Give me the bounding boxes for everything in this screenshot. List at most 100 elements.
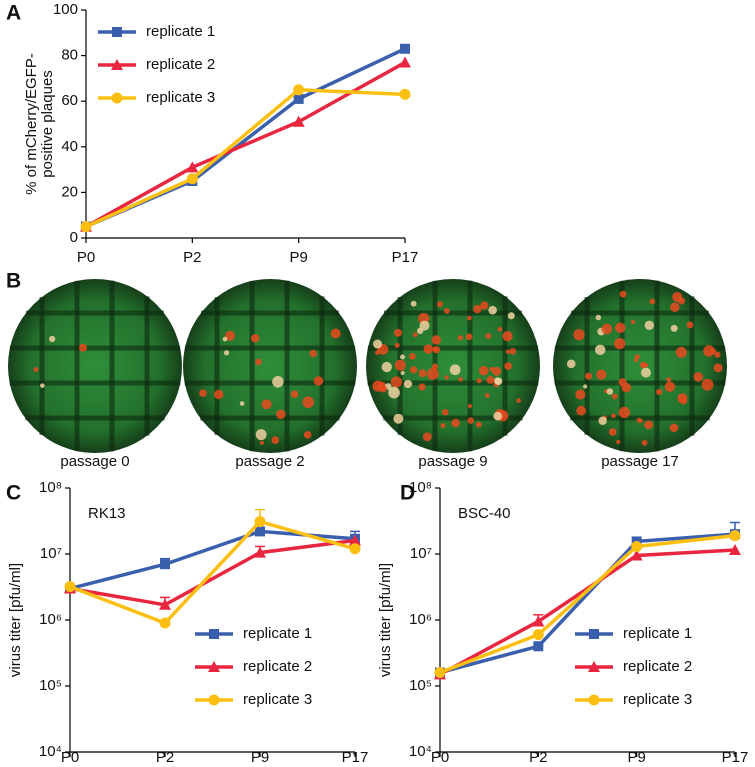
- plaque: [670, 324, 678, 332]
- y-axis-label: % of mCherry/EGFP-: [23, 53, 40, 195]
- plate-image: [8, 279, 182, 453]
- marker: [186, 173, 198, 185]
- image-caption: passage 9: [418, 453, 487, 470]
- legend-label: replicate 1: [623, 625, 692, 642]
- plate-image: [553, 279, 727, 453]
- plaque: [644, 420, 654, 430]
- x-tick-label: P2: [529, 749, 547, 766]
- plaque: [412, 332, 418, 338]
- series-line: [85, 60, 406, 229]
- plaque: [410, 300, 417, 307]
- y-tick-label: 80: [61, 47, 78, 64]
- y-tick-label: 60: [61, 92, 78, 109]
- plaque: [410, 366, 418, 374]
- series-line: [439, 532, 736, 675]
- plaque: [664, 381, 676, 392]
- marker: [400, 43, 410, 54]
- plaque: [199, 389, 207, 397]
- plaque: [309, 349, 318, 358]
- plaque: [616, 439, 621, 444]
- x-tick-label: P9: [289, 249, 307, 266]
- y-axis-label: virus titer [pfu/ml]: [7, 563, 24, 677]
- legend-label: replicate 2: [623, 658, 692, 675]
- plaque: [576, 405, 587, 416]
- plaque: [465, 333, 473, 341]
- legend-marker: [208, 694, 220, 706]
- legend-marker: [209, 629, 219, 639]
- plaque: [431, 335, 441, 345]
- plaque: [614, 337, 626, 350]
- marker: [293, 93, 304, 104]
- plaque: [222, 336, 228, 342]
- y-tick-label: 10⁴: [409, 743, 432, 760]
- plaque: [643, 362, 649, 368]
- plaque: [656, 388, 663, 396]
- x-tick-label: P2: [183, 249, 201, 266]
- plaque: [502, 330, 513, 342]
- marker: [532, 629, 544, 641]
- legend-marker: [111, 92, 123, 104]
- plaque: [330, 328, 341, 339]
- plaque: [436, 301, 444, 308]
- marker: [532, 615, 545, 627]
- y-tick-label: 0: [70, 229, 78, 246]
- marker: [292, 115, 305, 127]
- y-axis-label: virus titer [pfu/ml]: [377, 563, 394, 677]
- legend-label: replicate 3: [146, 89, 215, 106]
- plaque: [505, 349, 510, 354]
- plaque: [480, 301, 489, 310]
- x-tick-label: P17: [392, 249, 419, 266]
- plaque: [303, 431, 312, 439]
- plaque: [432, 346, 438, 352]
- plaque: [400, 354, 405, 360]
- image-caption: passage 2: [235, 453, 304, 470]
- plaque: [675, 346, 687, 358]
- plaque: [49, 335, 56, 343]
- plaque: [467, 315, 472, 321]
- plaque: [239, 401, 245, 406]
- plaque: [677, 297, 686, 305]
- plaque: [608, 428, 617, 436]
- marker: [729, 543, 741, 555]
- legend-marker: [588, 694, 600, 706]
- plaque: [33, 367, 39, 373]
- marker: [729, 530, 741, 542]
- plaque: [255, 358, 262, 366]
- plate-image: [183, 279, 357, 453]
- plaque: [475, 421, 482, 428]
- marker: [349, 543, 361, 555]
- image-caption: passage 17: [601, 453, 679, 470]
- plaque: [422, 432, 432, 442]
- marker: [399, 56, 411, 68]
- plaque: [598, 416, 607, 425]
- plaque: [509, 347, 517, 355]
- plaque: [403, 379, 413, 389]
- plaque: [272, 376, 284, 388]
- panel-label: B: [6, 270, 21, 293]
- marker: [80, 221, 92, 233]
- plaque: [372, 339, 383, 349]
- y-tick-label: 100: [53, 1, 78, 18]
- plaque: [504, 362, 512, 370]
- marker: [399, 88, 411, 100]
- y-tick-label: 40: [61, 138, 78, 155]
- legend-marker: [112, 27, 122, 37]
- plaque: [516, 398, 521, 403]
- plaque: [40, 383, 45, 388]
- plaque: [493, 411, 503, 421]
- plaque: [418, 369, 427, 378]
- legend-label: replicate 3: [243, 691, 312, 708]
- plaque: [418, 383, 426, 391]
- plaque: [467, 417, 474, 424]
- plaque: [677, 393, 688, 404]
- plaque: [641, 439, 648, 446]
- plaque: [497, 326, 503, 332]
- plaque: [669, 423, 679, 433]
- plaque: [714, 351, 721, 358]
- plaque: [409, 353, 416, 360]
- plaque: [634, 354, 640, 360]
- plaque: [223, 350, 230, 356]
- plaque: [630, 319, 636, 324]
- legend-label: replicate 1: [146, 23, 215, 40]
- plaque: [595, 314, 602, 321]
